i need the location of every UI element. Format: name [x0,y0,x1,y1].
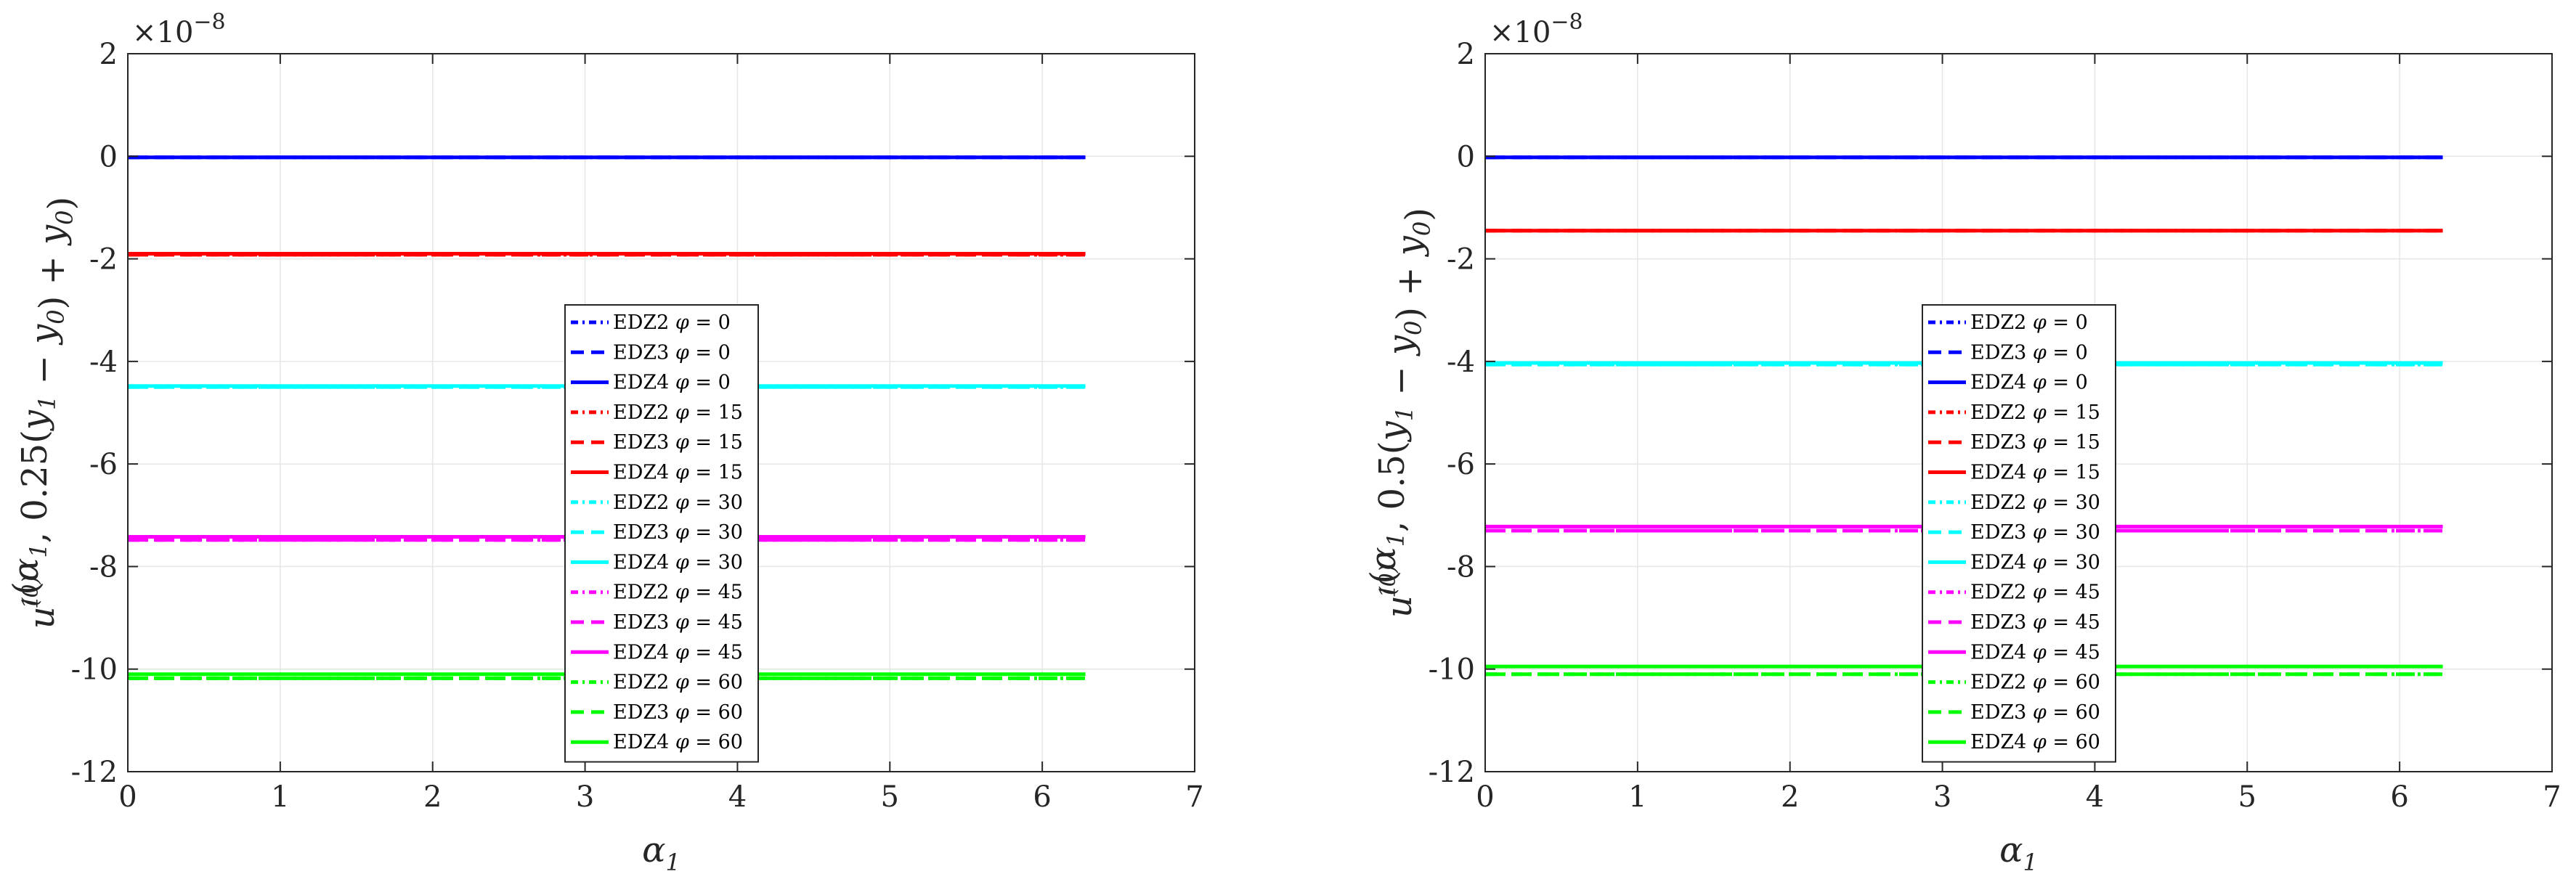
legend-label: EDZ2 φ = 0 [613,311,731,334]
legend-label: EDZ4 φ = 0 [1970,372,2088,394]
legend-label: EDZ4 φ = 15 [1970,462,2100,484]
legend-label: EDZ3 φ = 30 [1970,521,2100,544]
x-tick-label: 2 [1781,780,1799,814]
legend-label: EDZ3 φ = 15 [613,431,743,454]
axes-box [1484,53,2553,772]
x-tick-label: 4 [728,780,747,814]
axes-box [127,53,1195,772]
x-tick-label: 1 [1628,780,1646,814]
x-axis-label: α1 [1999,830,2038,876]
legend-label: EDZ3 φ = 30 [613,521,743,544]
legend-label: EDZ4 φ = 45 [613,641,743,664]
x-tick-label: 2 [423,780,442,814]
y-tick-label: -12 [71,756,118,789]
legend-label: EDZ3 φ = 0 [1970,341,2088,364]
x-tick-label: 5 [2238,780,2256,814]
y-tick-label: -12 [1429,756,1475,789]
legend-label: EDZ4 φ = 45 [1970,641,2100,664]
y-tick-label: -8 [89,550,118,584]
y-tick-label: 0 [1457,140,1475,173]
x-tick-label: 5 [881,780,899,814]
y-tick-label: -2 [1447,243,1475,277]
legend: EDZ2 φ = 0 EDZ3 φ = 0 EDZ4 φ = 0 EDZ2 φ = 1… [1922,304,2116,763]
legend-label: EDZ2 φ = 60 [1970,671,2100,694]
x-tick-label: 7 [1185,780,1203,814]
legend-label: EDZ2 φ = 0 [1970,311,2088,334]
legend-label: EDZ3 φ = 15 [1970,431,2100,454]
legend-label: EDZ2 φ = 45 [613,581,743,604]
x-axis-label: α1 [642,830,680,876]
legend-label: EDZ4 φ = 0 [613,372,731,394]
y-axis-label: u(0)1(α1, 0.5(y1 − y0) + y0) [1363,208,1439,618]
legend-label: EDZ4 φ = 30 [1970,551,2100,573]
y-tick-label: -4 [89,346,118,379]
x-tick-label: 0 [118,780,137,814]
chart-panel-1: 0 1 2 3 4 5 6 7 2 0 -2 -4 -6 -8 -10 -12 ×10−8 α1 u(0)1(α1,… [6,9,1204,876]
y-axis-label: u(0)1(α1, 0.25(y1 − y0) + y0) [6,197,81,629]
x-tick-label: 6 [2390,780,2408,814]
legend-label: EDZ4 φ = 60 [613,731,743,754]
legend-label: EDZ2 φ = 30 [1970,491,2100,514]
legend-label: EDZ4 φ = 60 [1970,731,2100,754]
legend-label: EDZ2 φ = 45 [1970,581,2100,604]
y-tick-label: -10 [1429,653,1475,687]
legend-label: EDZ2 φ = 30 [613,491,743,514]
legend-label: EDZ2 φ = 15 [613,401,743,424]
legend-label: EDZ3 φ = 60 [613,701,743,724]
legend-label: EDZ2 φ = 15 [1970,401,2100,424]
y-tick-label: -6 [89,448,118,481]
y-tick-label: -2 [89,243,118,277]
y-tick-label: -10 [71,653,118,687]
legend-label: EDZ4 φ = 30 [613,551,743,573]
legend-label: EDZ3 φ = 45 [1970,611,2100,634]
x-tick-label: 4 [2086,780,2104,814]
chart-panel-2: 0 1 2 3 4 5 6 7 2 0 -2 -4 -6 -8 -10 -12 ×10−8 α1 u(0)1(α1,… [1363,9,2561,876]
y-axis-multiplier: ×10−8 [1490,9,1583,49]
x-tick-label: 3 [576,780,594,814]
legend-label: EDZ4 φ = 15 [613,462,743,484]
legend-label: EDZ2 φ = 60 [613,671,743,694]
y-tick-label: 2 [1457,38,1475,71]
y-axis-multiplier: ×10−8 [132,9,226,49]
x-tick-label: 1 [271,780,289,814]
y-tick-label: 2 [99,38,118,71]
y-tick-label: -8 [1447,550,1475,584]
legend-label: EDZ3 φ = 45 [613,611,743,634]
x-tick-label: 7 [2543,780,2561,814]
legend: EDZ2 φ = 0 EDZ3 φ = 0 EDZ4 φ = 0 EDZ2 φ = 1… [564,304,759,763]
y-tick-label: -4 [1447,346,1475,379]
x-tick-label: 6 [1033,780,1051,814]
y-tick-label: -6 [1447,448,1475,481]
y-tick-label: 0 [99,140,118,173]
x-tick-label: 0 [1476,780,1494,814]
legend-label: EDZ3 φ = 60 [1970,701,2100,724]
x-tick-label: 3 [1933,780,1951,814]
legend-label: EDZ3 φ = 0 [613,341,731,364]
